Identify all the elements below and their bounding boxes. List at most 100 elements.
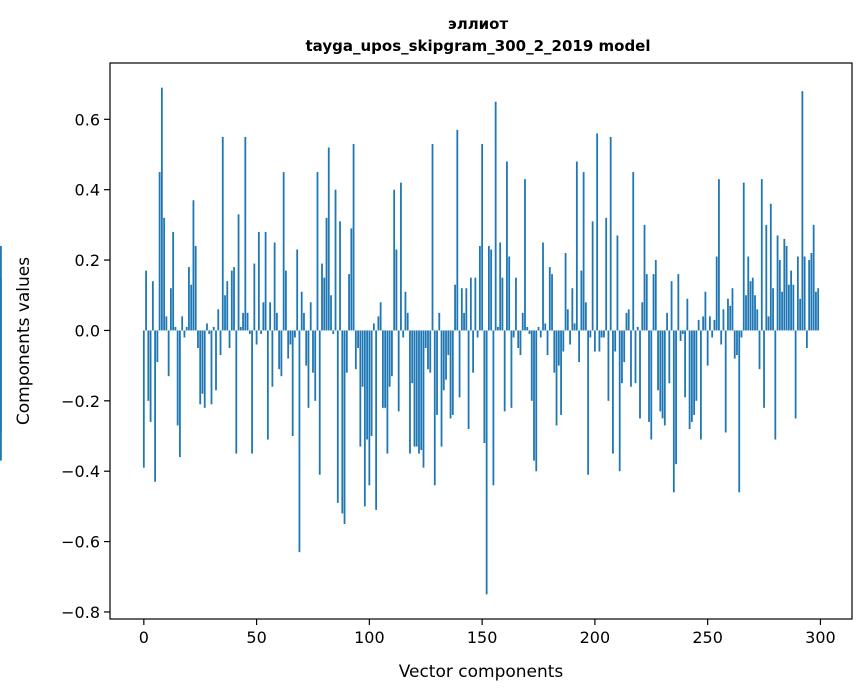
bar [208, 330, 211, 334]
x-tick-label: 200 [580, 628, 611, 647]
bar [796, 256, 799, 331]
chart-title: эллиот [448, 15, 509, 33]
bar [765, 224, 768, 331]
bar [294, 330, 296, 338]
bars [0, 87, 820, 595]
bar [618, 330, 621, 472]
bar [501, 277, 504, 331]
bar [630, 330, 632, 387]
bar [406, 312, 409, 331]
bar [321, 263, 323, 331]
bar [305, 330, 308, 366]
bar [269, 302, 272, 331]
bar [781, 291, 783, 331]
bar [749, 281, 752, 331]
bar [359, 330, 362, 447]
bar [169, 288, 172, 331]
bar [413, 330, 416, 447]
bar [512, 330, 515, 338]
bar [564, 253, 567, 331]
bar [598, 330, 601, 352]
bar [343, 330, 346, 524]
bar [575, 161, 578, 331]
bar [307, 330, 310, 408]
bar [508, 256, 511, 331]
bar [418, 330, 420, 454]
bar [623, 330, 626, 363]
bar [151, 281, 154, 331]
bar [291, 330, 294, 437]
bar [442, 330, 445, 391]
bar [149, 330, 152, 422]
bar [167, 330, 170, 377]
bar [316, 172, 319, 331]
bar [352, 143, 355, 331]
x-tick-label: 0 [139, 628, 149, 647]
bar [526, 326, 529, 331]
bar [176, 330, 179, 426]
bar [266, 330, 269, 440]
bar [147, 330, 150, 401]
bar [440, 330, 443, 447]
bar [158, 172, 161, 331]
bar [402, 330, 405, 338]
bar [278, 330, 281, 370]
bar [433, 330, 436, 486]
bar [255, 330, 258, 345]
bar [727, 298, 729, 331]
bar [580, 270, 583, 331]
bar [799, 298, 802, 331]
bar [621, 330, 623, 384]
bar [368, 330, 371, 486]
x-tick-label: 300 [805, 628, 836, 647]
bar [767, 316, 770, 331]
bar [634, 330, 637, 384]
bar [776, 235, 779, 331]
bar [792, 284, 795, 331]
bar [460, 288, 463, 331]
bar [314, 330, 317, 401]
bar [603, 330, 605, 338]
bar [230, 270, 233, 331]
bar [772, 288, 774, 331]
bar [298, 330, 301, 553]
bar [729, 305, 732, 331]
bar [817, 288, 820, 331]
bar [519, 330, 522, 356]
bar [415, 330, 418, 447]
x-tick-label: 150 [467, 628, 498, 647]
bar [702, 316, 705, 331]
bar [181, 316, 184, 331]
bar [388, 330, 391, 387]
bar [345, 330, 348, 373]
bar [212, 326, 215, 331]
bar [535, 330, 538, 472]
bar [760, 179, 763, 331]
bar [165, 316, 168, 331]
bar [381, 330, 384, 408]
bar [354, 330, 357, 370]
bar [251, 330, 253, 454]
plot-frame [109, 62, 853, 620]
bar [537, 326, 540, 331]
bar [483, 330, 486, 444]
bar [812, 224, 815, 331]
bar [271, 330, 274, 387]
bar [555, 330, 558, 426]
bar [632, 172, 635, 331]
bar [591, 221, 594, 331]
bar [447, 330, 450, 356]
y-tick-label: 0.2 [75, 251, 100, 270]
x-axis-label: Vector components [399, 662, 564, 682]
bar [533, 330, 535, 461]
bar [697, 319, 700, 331]
bar [280, 330, 283, 377]
bar [332, 330, 335, 334]
bar [260, 330, 262, 334]
bar [312, 330, 314, 373]
bar [206, 323, 208, 331]
bar [672, 330, 675, 493]
bar [722, 309, 725, 331]
bar [497, 326, 499, 331]
bar [422, 330, 425, 468]
